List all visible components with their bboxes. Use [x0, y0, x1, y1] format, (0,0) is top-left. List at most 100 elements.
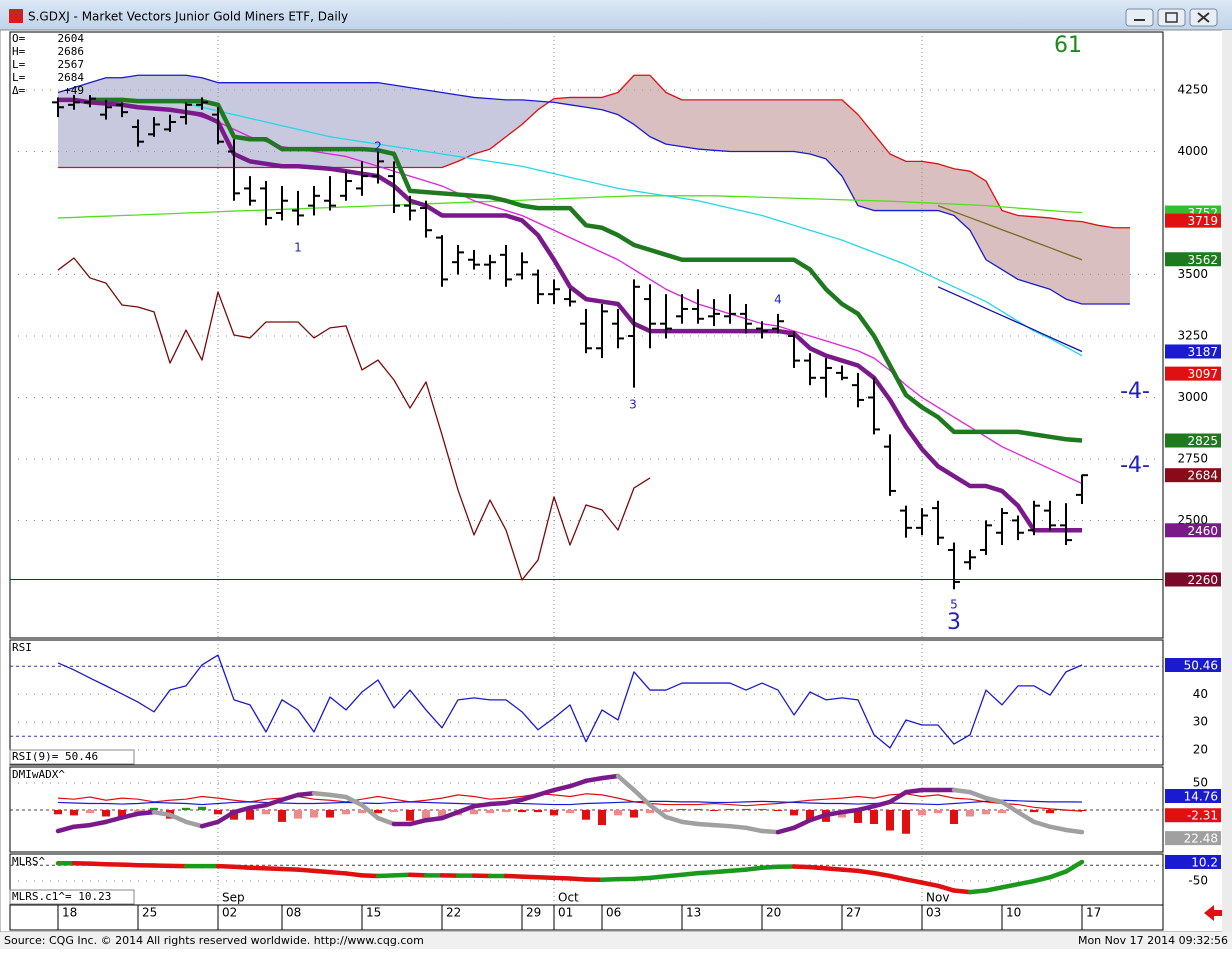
cloud-fill	[90, 78, 106, 168]
histogram-bar	[406, 810, 414, 821]
indicator-segment	[1018, 881, 1034, 884]
cloud-fill	[682, 100, 698, 149]
x-tick-label: 20	[766, 906, 781, 920]
histogram-bar	[1030, 810, 1038, 812]
histogram-bar	[86, 810, 94, 813]
histogram-bar	[534, 810, 542, 812]
indicator-segment	[314, 871, 330, 872]
value-tag-label: 3562	[1187, 253, 1218, 267]
cloud-fill	[1082, 222, 1098, 304]
cloud-fill	[778, 100, 794, 152]
histogram-bar	[902, 810, 910, 834]
cloud-fill	[810, 100, 826, 159]
cloud-fill	[1098, 225, 1114, 304]
histogram-bar	[646, 810, 654, 813]
indicator-segment	[810, 867, 826, 868]
indicator-segment	[698, 872, 714, 873]
quote-value: 2604	[58, 32, 85, 45]
x-tick-label: 10	[1006, 906, 1021, 920]
cloud-fill	[362, 83, 378, 168]
histogram-bar	[198, 807, 206, 810]
indicator-segment	[1002, 884, 1018, 887]
cloud-fill	[410, 88, 426, 168]
value-tag-label: 3187	[1187, 345, 1218, 359]
histogram-bar	[518, 810, 526, 812]
adx-segment	[762, 831, 778, 832]
quote-label: H=	[12, 45, 26, 58]
cloud-fill	[794, 100, 810, 154]
histogram-bar	[918, 810, 926, 815]
histogram-bar	[310, 810, 318, 818]
indicator-segment	[666, 875, 682, 877]
adx-segment	[826, 812, 842, 815]
indicator-segment	[762, 867, 778, 868]
histogram-bar	[246, 810, 254, 820]
bar-counter: 61	[1054, 33, 1082, 58]
indicator-segment	[218, 866, 234, 867]
y-tick-label: 30	[1193, 715, 1208, 729]
indicator-segment	[554, 878, 570, 879]
wave-label: 3	[629, 398, 637, 412]
indicator-segment	[378, 875, 394, 876]
x-tick-label: 08	[286, 906, 301, 920]
indicator-segment	[330, 872, 346, 873]
indicator-segment	[602, 879, 618, 880]
adx-segment	[1066, 830, 1082, 832]
indicator-segment	[794, 866, 810, 867]
cloud-fill	[714, 100, 730, 152]
adx-segment	[490, 803, 506, 804]
indicator-segment	[298, 870, 314, 871]
quote-label: L=	[12, 71, 26, 84]
indicator-segment	[714, 871, 730, 872]
histogram-bar	[214, 810, 222, 814]
adx-segment	[602, 776, 618, 778]
histogram-bar	[358, 810, 366, 813]
histogram-bar	[662, 810, 670, 812]
histogram-bar	[150, 808, 158, 810]
indicator-segment	[122, 865, 138, 866]
maximize-button[interactable]	[1158, 9, 1185, 26]
cloud-fill	[938, 164, 954, 216]
indicator-segment	[906, 879, 922, 882]
minimize-button[interactable]	[1126, 9, 1153, 26]
indicator-segment	[234, 867, 250, 868]
histogram-bar	[390, 810, 398, 812]
indicator-segment	[954, 891, 970, 893]
histogram-bar	[422, 810, 430, 819]
cloud-fill	[298, 83, 314, 168]
indicator-segment	[874, 873, 890, 876]
histogram-bar	[950, 810, 958, 824]
histogram-bar	[566, 810, 574, 813]
indicator-segment	[522, 877, 538, 878]
value-tag-label: 3719	[1187, 214, 1218, 228]
y-tick-label: 3500	[1177, 267, 1208, 281]
readout: RSI(9)= 50.46	[12, 750, 98, 763]
wave-label: 1	[294, 241, 302, 255]
month-label: Oct	[558, 891, 579, 905]
window-title: S.GDXJ - Market Vectors Junior Gold Mine…	[28, 10, 348, 24]
y-tick-label: -50	[1188, 874, 1208, 888]
value-tag-label: 14.76	[1184, 790, 1218, 804]
adx-segment	[506, 800, 522, 803]
x-tick-label: 18	[62, 906, 77, 920]
value-tag-label: 10.2	[1191, 855, 1218, 869]
adx-segment	[714, 825, 730, 826]
adx-segment	[954, 790, 970, 792]
cloud-fill	[762, 100, 778, 152]
indicator-segment	[410, 875, 426, 876]
app-icon	[9, 9, 23, 23]
cloud-fill	[698, 100, 714, 150]
adx-segment	[730, 826, 746, 828]
histogram-bar	[278, 810, 286, 822]
y-tick-label: 3250	[1177, 328, 1208, 342]
cloud-fill	[250, 83, 266, 168]
x-tick-label: 02	[222, 906, 237, 920]
panel-label: DMIwADX^	[12, 768, 65, 781]
indicator-segment	[826, 868, 842, 869]
histogram-bar	[726, 809, 734, 810]
quote-label: Δ=	[12, 84, 26, 97]
histogram-bar	[550, 810, 558, 815]
value-tag-label: 50.46	[1184, 659, 1218, 673]
indicator-segment	[922, 883, 938, 886]
